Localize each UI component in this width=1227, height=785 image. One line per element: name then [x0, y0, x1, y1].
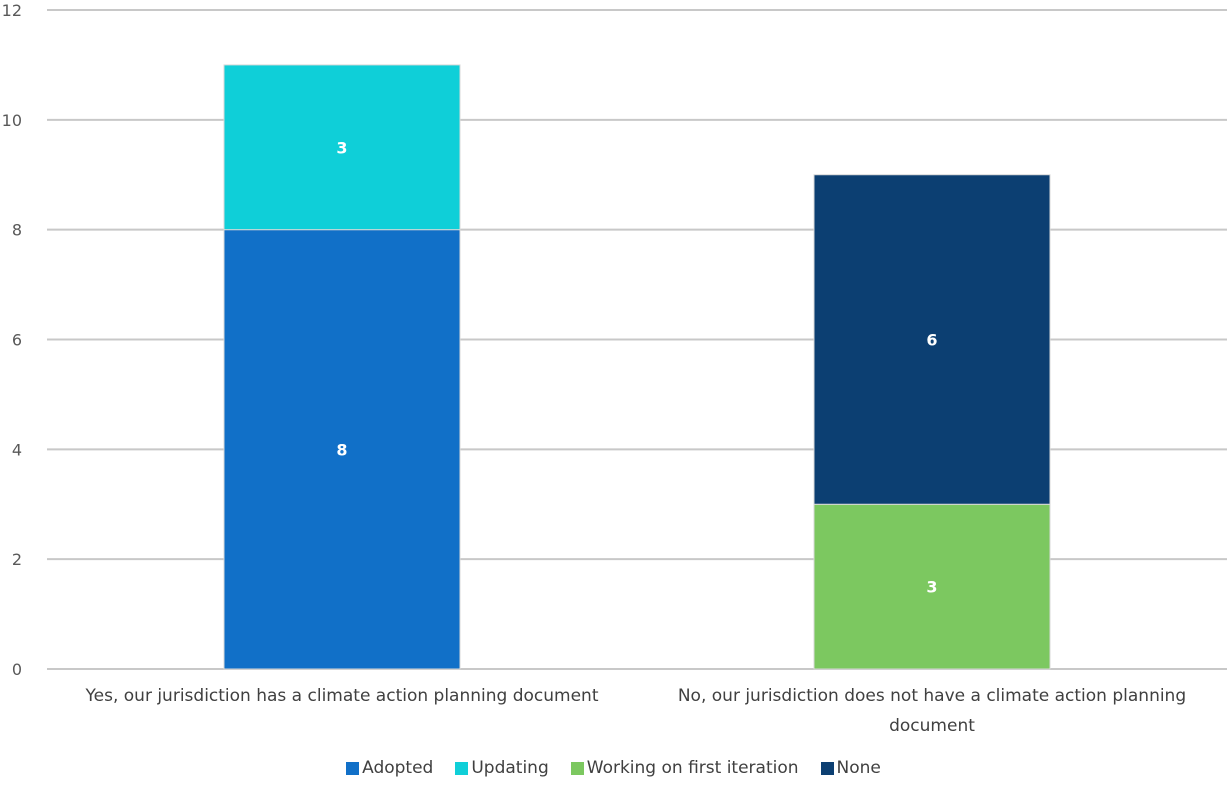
- legend-label-working: Working on first iteration: [586, 758, 799, 778]
- bar-adopted-0: [223, 229, 461, 670]
- data-label-updating-0: 3: [336, 138, 347, 157]
- legend-item-adopted: Adopted: [346, 758, 433, 778]
- bar-working-on-first-iteration-1: [813, 503, 1051, 670]
- stacked-bar-chart: 0 2 4 6 8 10 12 8 3 Yes, our jurisdiction has a c…: [2, 1, 1227, 736]
- legend-swatch-updating: [455, 761, 469, 775]
- y-tick-label-2: 2: [12, 550, 22, 569]
- legend-swatch-working: [570, 761, 584, 775]
- x-category-label-0-0: Yes, our jurisdiction has a climate acti…: [85, 686, 599, 706]
- y-tick-label-10: 10: [2, 111, 22, 130]
- legend-label-adopted: Adopted: [362, 758, 434, 778]
- y-tick-label-4: 4: [12, 440, 22, 459]
- data-label-none-1: 6: [926, 331, 937, 350]
- bar-updating-0: [223, 64, 461, 231]
- legend-label-updating: Updating: [471, 758, 549, 778]
- legend-item-none: None: [820, 758, 881, 778]
- x-category-label-1-1: document: [889, 716, 975, 736]
- data-label-adopted-0: 8: [336, 440, 347, 459]
- legend: Adopted Updating Working on first iterat…: [0, 758, 1227, 778]
- legend-label-none: None: [836, 758, 881, 778]
- legend-item-updating: Updating: [455, 758, 549, 778]
- y-tick-label-12: 12: [2, 1, 22, 20]
- y-tick-label-0: 0: [12, 660, 22, 679]
- y-tick-label-6: 6: [12, 331, 22, 350]
- legend-swatch-adopted: [346, 761, 360, 775]
- data-label-working-on-first-iteration-1: 3: [926, 578, 937, 597]
- y-tick-label-8: 8: [12, 221, 22, 240]
- bar-none-1: [813, 174, 1051, 505]
- x-category-label-1-0: No, our jurisdiction does not have a cli…: [678, 686, 1186, 706]
- legend-swatch-none: [820, 761, 834, 775]
- legend-item-working: Working on first iteration: [570, 758, 799, 778]
